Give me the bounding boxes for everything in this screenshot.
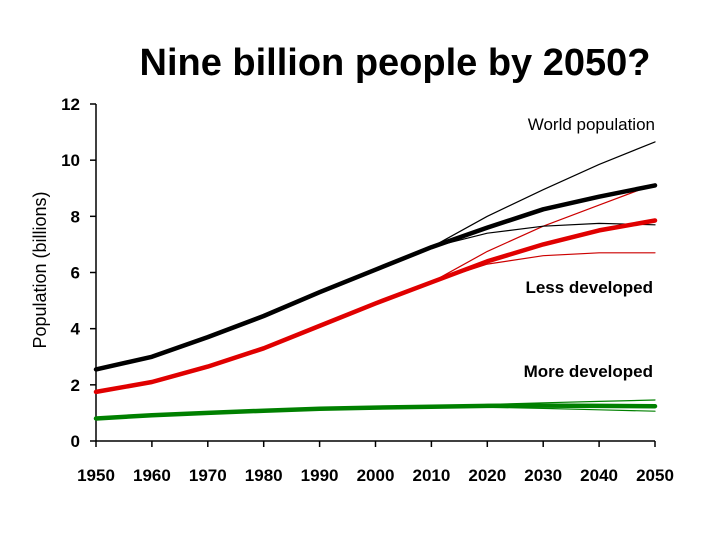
axes: [96, 104, 655, 441]
y-tick-label: 0: [71, 432, 80, 451]
y-tick-label: 6: [71, 264, 80, 283]
y-tick-label: 12: [61, 95, 80, 114]
x-tick-label: 2040: [580, 466, 618, 485]
series-line-world-high: [431, 142, 655, 247]
x-ticks: 1950 1960 1970 1980 1990 2000 2010 2020 2030 2040…: [77, 441, 674, 485]
x-tick-label: 1990: [301, 466, 339, 485]
annotation-more-developed: More developed: [524, 362, 653, 381]
x-tick-label: 2020: [468, 466, 506, 485]
annotation-less-developed: Less developed: [525, 278, 653, 297]
series-line-more-medium: [96, 406, 655, 419]
x-tick-label: 2010: [412, 466, 450, 485]
y-tick-label: 10: [61, 151, 80, 170]
x-tick-label: 2030: [524, 466, 562, 485]
x-tick-label: 2050: [636, 466, 674, 485]
y-tick-label: 4: [71, 320, 81, 339]
x-tick-label: 1960: [133, 466, 171, 485]
x-tick-label: 2000: [357, 466, 395, 485]
y-ticks: 0 2 4 6 8 10 12: [61, 95, 96, 451]
y-axis-label: Population (billions): [30, 191, 50, 348]
y-tick-label: 2: [71, 376, 80, 395]
x-tick-label: 1950: [77, 466, 115, 485]
x-tick-label: 1970: [189, 466, 227, 485]
x-tick-label: 1980: [245, 466, 283, 485]
y-tick-label: 8: [71, 207, 80, 226]
annotation-world-population: World population: [528, 115, 655, 134]
